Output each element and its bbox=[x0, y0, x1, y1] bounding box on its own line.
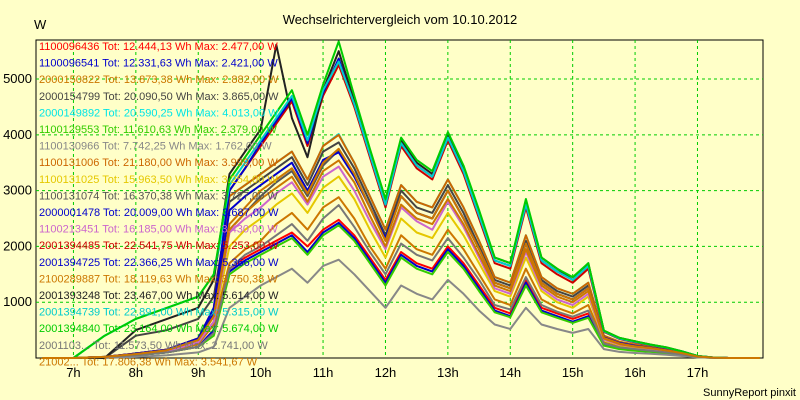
x-tick-label: 8h bbox=[129, 365, 143, 380]
x-tick-label: 15h bbox=[562, 365, 584, 380]
series-lines bbox=[42, 40, 760, 359]
legend-entry-2001393248: 2001393248 Tot: 23.467,00 Wh Max: 5.614,… bbox=[39, 290, 279, 302]
series-line-2001394840 bbox=[42, 40, 760, 359]
legend-entry-1100096541: 1100096541 Tot: 12.331,63 Wh Max: 2.421,… bbox=[39, 58, 278, 70]
legend-entry-1100131025: 1100131025 Tot: 15.963,50 Wh Max: 3.254,… bbox=[39, 174, 278, 186]
x-tick-label: 7h bbox=[66, 365, 80, 380]
y-tick-label: 3000 bbox=[3, 183, 32, 198]
y-tick-label: 2000 bbox=[3, 238, 32, 253]
legend-entry-1100131074: 1100131074 Tot: 16.370,38 Wh Max: 3.727,… bbox=[39, 190, 278, 202]
legend-entry-1100130966: 1100130966 Tot: 7.742,25 Wh Max: 1.762,0… bbox=[39, 141, 272, 153]
legend-entry-2001394739: 2001394739 Tot: 22.891,00 Wh Max: 5.315,… bbox=[39, 307, 279, 319]
series-line-1100130966 bbox=[42, 258, 760, 359]
x-tick-label: 13h bbox=[437, 365, 459, 380]
x-tick-label: 10h bbox=[250, 365, 272, 380]
legend-entry-1100131006: 1100131006 Tot: 21.180,00 Wh Max: 3.999,… bbox=[39, 157, 278, 169]
legend-entry-2100289887: 2100289887 Tot: 18.119,63 Wh Max: 3.750,… bbox=[39, 273, 278, 285]
legend-entry-2001103...: 2001103... Tot: 11.573,50 Wh Max: 2.741,… bbox=[39, 340, 268, 352]
x-tick-label: 16h bbox=[624, 365, 646, 380]
legend-entry-2001394725: 2001394725 Tot: 22.366,25 Wh Max: 5.366,… bbox=[39, 257, 279, 269]
x-tick-label: 14h bbox=[499, 365, 521, 380]
legend: 1100096436 Tot: 12.444,13 Wh Max: 2.477,… bbox=[39, 41, 279, 368]
axis-ticks: 1000 2000 3000 4000 5000 7h 8h 9h 10h 11h 12h 13h 14… bbox=[3, 71, 708, 380]
legend-entry-2000149892: 2000149892 Tot: 20.590,25 Wh Max: 4.013,… bbox=[39, 107, 279, 119]
y-axis-label: W bbox=[34, 17, 47, 32]
legend-entry-1100213451: 1100213451 Tot: 16.185,00 Wh Max: 3.430,… bbox=[39, 224, 278, 236]
y-tick-label: 5000 bbox=[3, 71, 32, 86]
legend-entry-2001394485: 2001394485 Tot: 22.541,75 Wh Max: 5.253,… bbox=[39, 240, 279, 252]
footer-credit: SunnyReport pinxit bbox=[703, 387, 796, 399]
legend-entry-21002...: 21002... Tot: 17.806,38 Wh Max: 3.541,67… bbox=[39, 356, 258, 368]
legend-entry-1100129553: 1100129553 Tot: 11.610,63 Wh Max: 2.379,… bbox=[39, 124, 278, 136]
legend-entry-2000001478: 2000001478 Tot: 20.009,00 Wh Max: 3.687,… bbox=[39, 207, 279, 219]
series-line-1100129553 bbox=[42, 224, 760, 359]
legend-entry-2001394840: 2001394840 Tot: 23.164,00 Wh Max: 5.674,… bbox=[39, 323, 279, 335]
y-tick-label: 1000 bbox=[3, 294, 32, 309]
chart-title: Wechselrichtervergleich vom 10.10.2012 bbox=[283, 12, 518, 27]
x-tick-label: 11h bbox=[313, 365, 334, 380]
legend-entry-2000154799: 2000154799 Tot: 20.090,50 Wh Max: 3.865,… bbox=[39, 91, 279, 103]
x-tick-label: 17h bbox=[687, 365, 709, 380]
y-tick-label: 4000 bbox=[3, 127, 32, 142]
legend-entry-2000150822: 2000150822 Tot: 13.873,38 Wh Max: 2.882,… bbox=[39, 74, 279, 86]
x-tick-label: 9h bbox=[191, 365, 205, 380]
legend-entry-1100096436: 1100096436 Tot: 12.444,13 Wh Max: 2.477,… bbox=[39, 41, 278, 53]
series-line-21002... bbox=[42, 159, 760, 359]
series-line-2001103... bbox=[42, 204, 760, 359]
x-tick-label: 12h bbox=[375, 365, 397, 380]
